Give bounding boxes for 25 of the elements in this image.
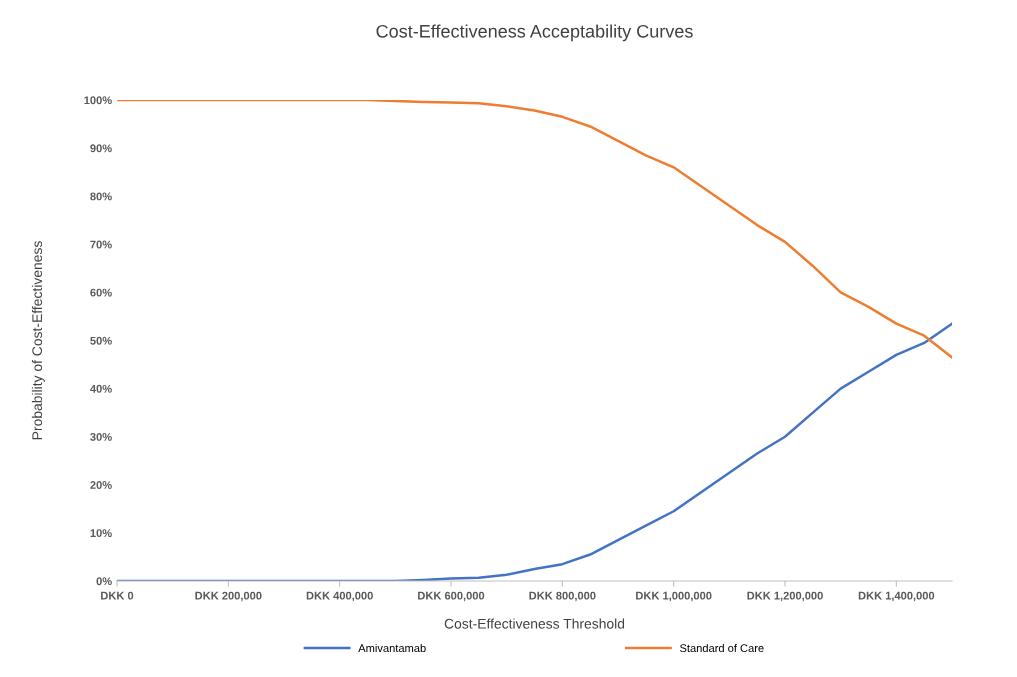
y-tick-label: 100%: [84, 96, 112, 105]
y-tick-label: 0%: [96, 577, 112, 586]
y-tick-label: 90%: [90, 144, 112, 153]
x-tick-label: DKK 0: [101, 591, 134, 600]
x-tick-label: DKK 600,000: [418, 591, 485, 602]
y-tick-label: 60%: [90, 288, 112, 297]
y-tick-label: 70%: [90, 240, 112, 249]
x-tick-label: DKK 400,000: [306, 591, 373, 602]
x-tick-label: DKK 800,000: [529, 591, 596, 602]
y-tick-label: 50%: [90, 336, 112, 345]
y-tick-label: 80%: [90, 192, 112, 201]
y-tick-label: 10%: [90, 529, 112, 538]
x-tick-label: DKK 200,000: [195, 591, 262, 602]
x-tick-label: DKK 1,000,000: [636, 591, 712, 602]
legend-label: Standard of Care: [680, 643, 764, 653]
y-tick-label: 40%: [90, 384, 112, 393]
y-tick-label: 20%: [90, 481, 112, 489]
y-tick-label: 30%: [90, 432, 112, 441]
y-axis-title: Probability of Cost-Effectiveness: [31, 241, 45, 440]
x-tick-label: DKK 1,400,000: [858, 591, 935, 602]
legend-label: Amivantamab: [358, 643, 426, 653]
x-tick-label: DKK 1,200,000: [747, 591, 823, 602]
x-axis-title: Cost-Effectiveness Threshold: [444, 618, 625, 629]
chart-title: Cost-Effectiveness Acceptability Curves: [376, 24, 693, 42]
line-series: [117, 100, 952, 359]
